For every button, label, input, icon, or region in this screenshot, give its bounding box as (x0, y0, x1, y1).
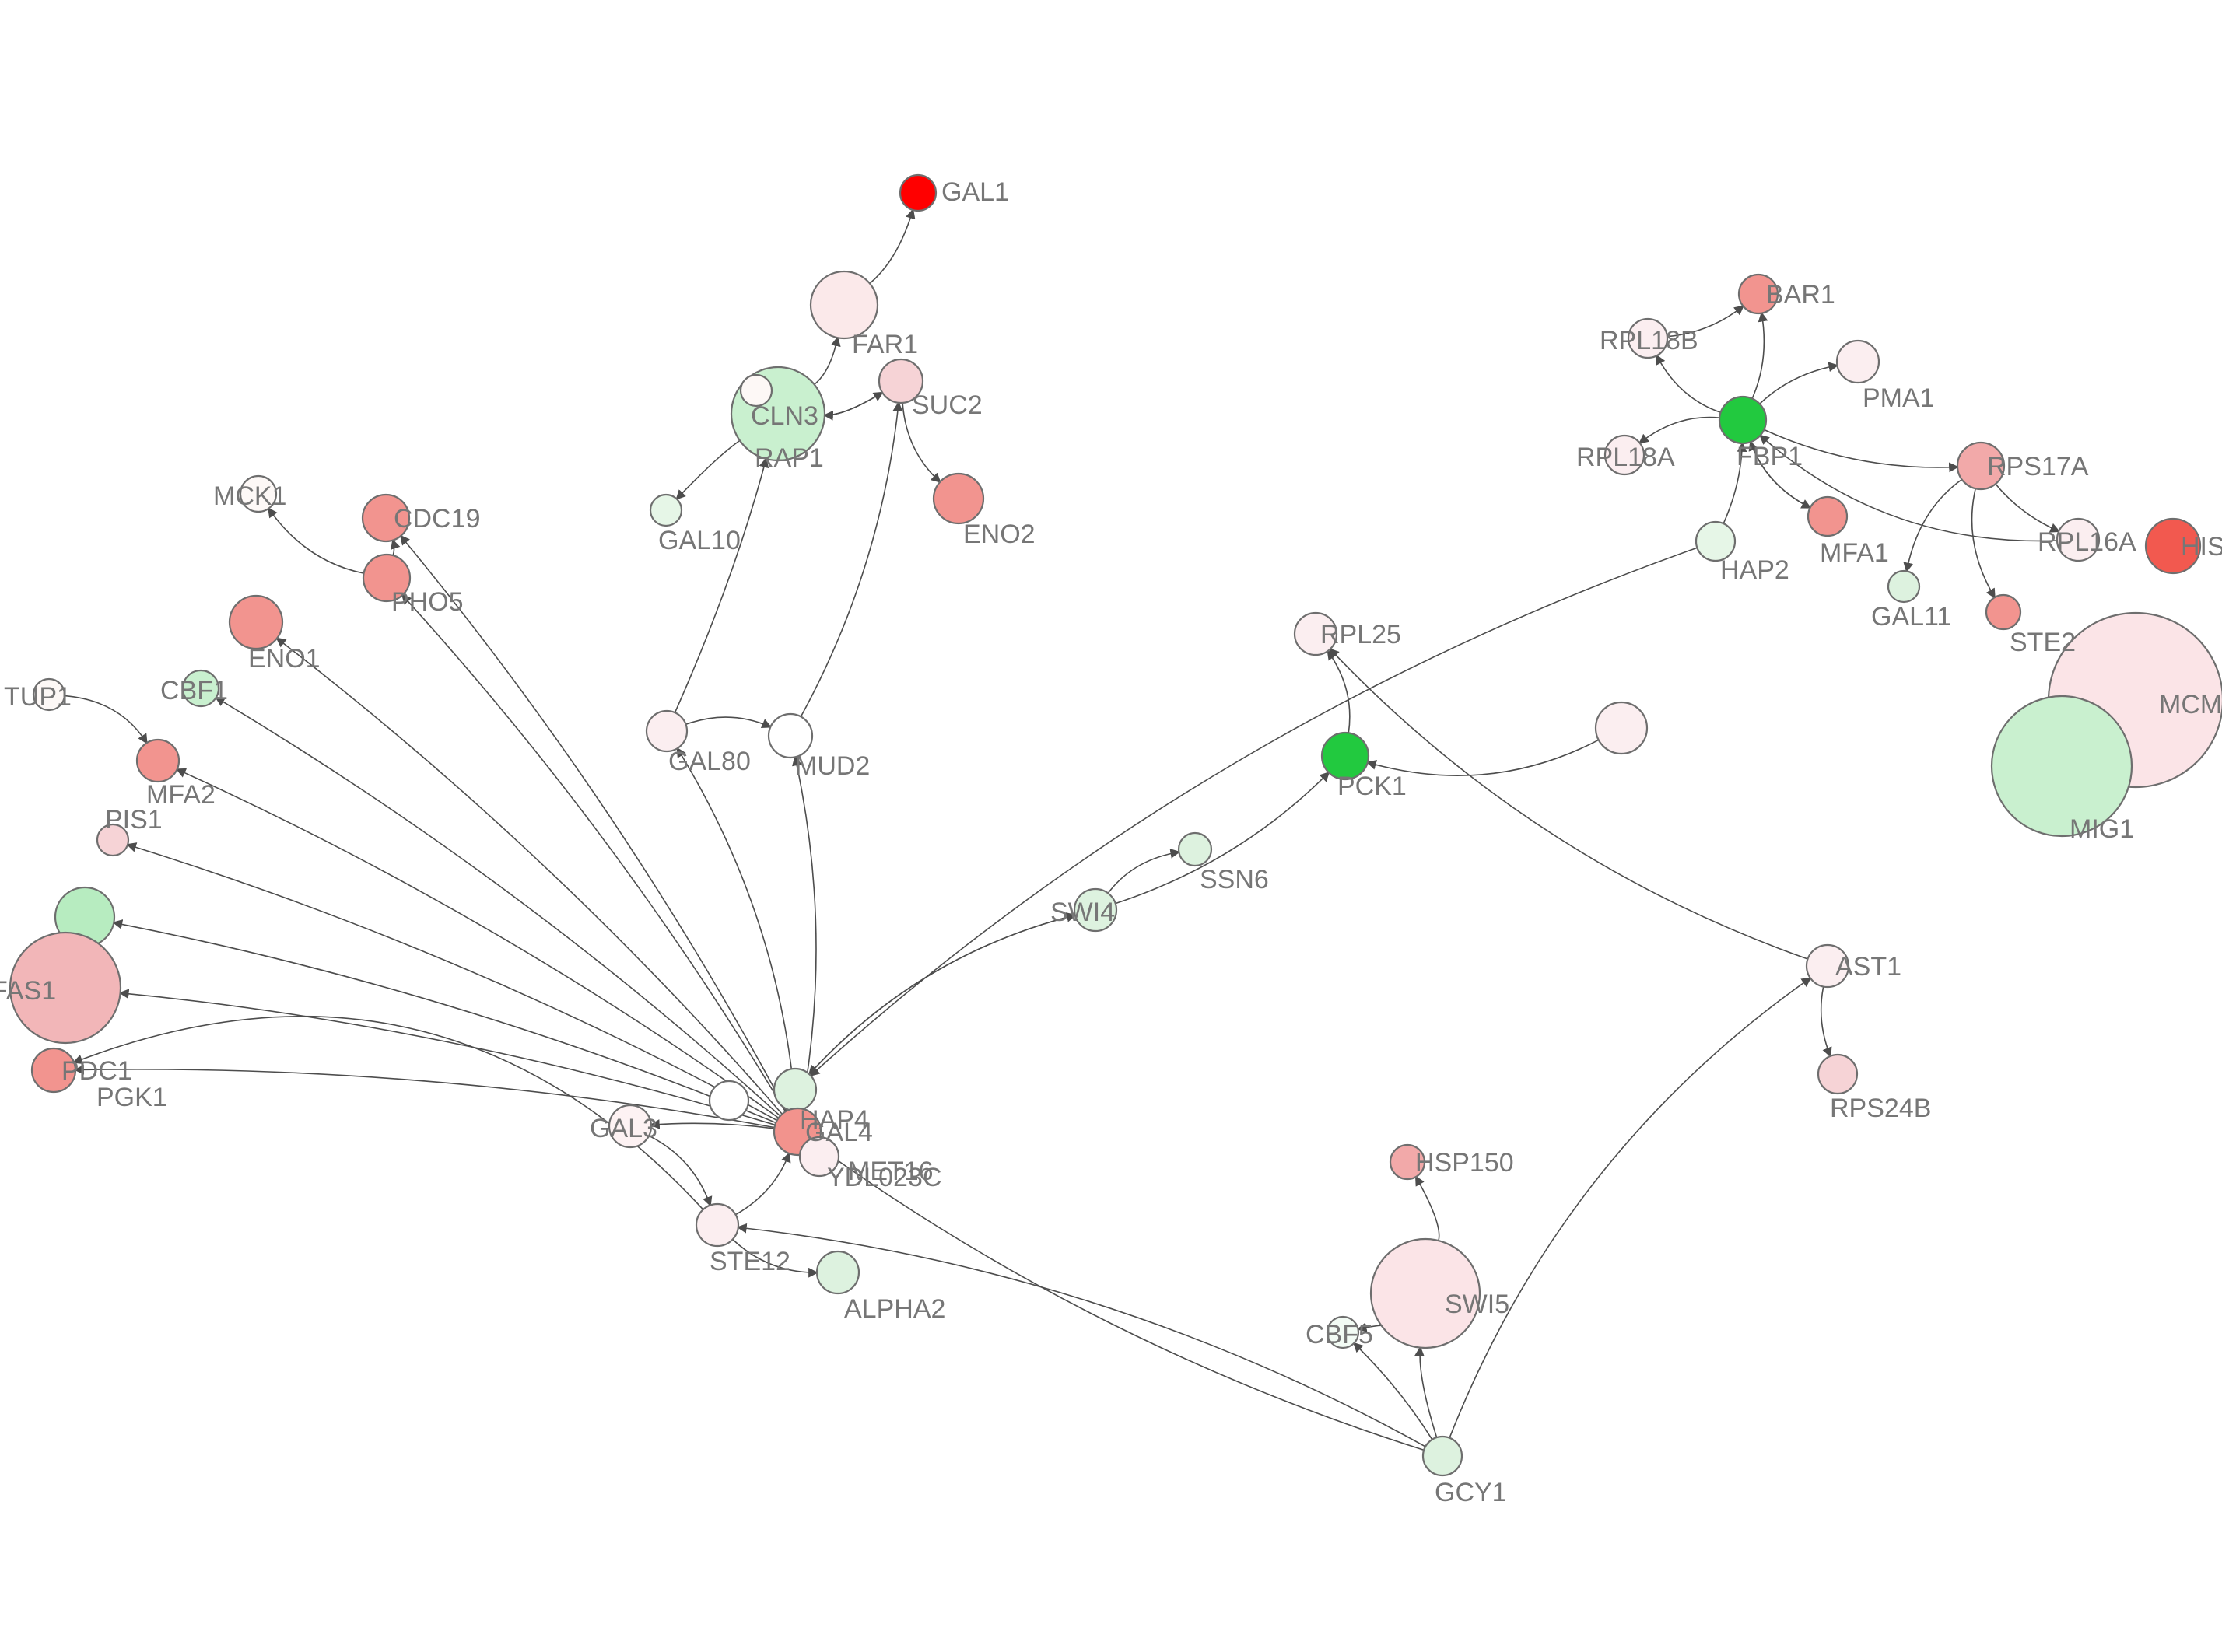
svg-text:RPL18B: RPL18B (1600, 326, 1698, 355)
svg-text:RPL25: RPL25 (1320, 620, 1401, 649)
svg-text:GAL3: GAL3 (590, 1114, 657, 1143)
svg-text:SWI5: SWI5 (1445, 1290, 1509, 1319)
svg-text:GAL1: GAL1 (941, 177, 1009, 207)
svg-text:GAL4: GAL4 (805, 1118, 873, 1147)
svg-text:PMA1: PMA1 (1863, 383, 1935, 413)
svg-text:RPL18A: RPL18A (1576, 443, 1675, 472)
svg-text:SWI4: SWI4 (1050, 898, 1115, 927)
svg-text:MCM1: MCM1 (2159, 690, 2222, 719)
svg-text:MIG1: MIG1 (2070, 814, 2134, 844)
svg-text:GAL80: GAL80 (668, 747, 751, 776)
svg-text:HAP2: HAP2 (1720, 555, 1789, 585)
svg-text:FAS1: FAS1 (0, 976, 56, 1006)
svg-text:STE2: STE2 (2010, 628, 2076, 657)
svg-text:BAR1: BAR1 (1766, 280, 1835, 310)
svg-text:CDC19: CDC19 (394, 504, 480, 534)
svg-text:CBF1: CBF1 (160, 676, 228, 705)
svg-text:ENO1: ENO1 (248, 644, 321, 674)
svg-text:MUD2: MUD2 (795, 751, 870, 781)
svg-text:AST1: AST1 (1835, 952, 1901, 982)
svg-text:STE12: STE12 (710, 1247, 790, 1276)
svg-text:FAR1: FAR1 (852, 330, 918, 359)
svg-text:HIS4: HIS4 (2181, 532, 2222, 562)
svg-text:RAP1: RAP1 (755, 443, 824, 473)
svg-text:RPS17A: RPS17A (1987, 452, 2089, 481)
svg-text:SUC2: SUC2 (912, 390, 983, 420)
svg-text:FBP1: FBP1 (1737, 442, 1803, 471)
svg-text:ENO2: ENO2 (963, 520, 1036, 549)
svg-text:GAL11: GAL11 (1871, 602, 1951, 632)
svg-text:PDC1: PDC1 (61, 1056, 132, 1086)
svg-text:CBF5: CBF5 (1306, 1320, 1373, 1349)
svg-text:MCK1: MCK1 (213, 481, 286, 511)
svg-text:PIS1: PIS1 (105, 805, 163, 835)
svg-text:TUP1: TUP1 (4, 682, 72, 712)
svg-text:CLN3: CLN3 (751, 401, 818, 431)
svg-text:HSP150: HSP150 (1415, 1148, 1514, 1178)
svg-text:PCK1: PCK1 (1337, 772, 1407, 801)
svg-text:RPS24B: RPS24B (1830, 1094, 1931, 1123)
svg-text:PGK1: PGK1 (96, 1083, 167, 1112)
svg-text:GAL10: GAL10 (658, 526, 741, 555)
svg-text:PHO5: PHO5 (391, 587, 464, 617)
svg-text:MET16: MET16 (848, 1157, 934, 1186)
svg-text:MFA1: MFA1 (1820, 538, 1889, 568)
svg-text:SSN6: SSN6 (1200, 865, 1269, 894)
svg-text:ALPHA2: ALPHA2 (844, 1294, 945, 1324)
svg-text:RPL16A: RPL16A (2038, 527, 2136, 557)
svg-text:GCY1: GCY1 (1435, 1478, 1507, 1507)
